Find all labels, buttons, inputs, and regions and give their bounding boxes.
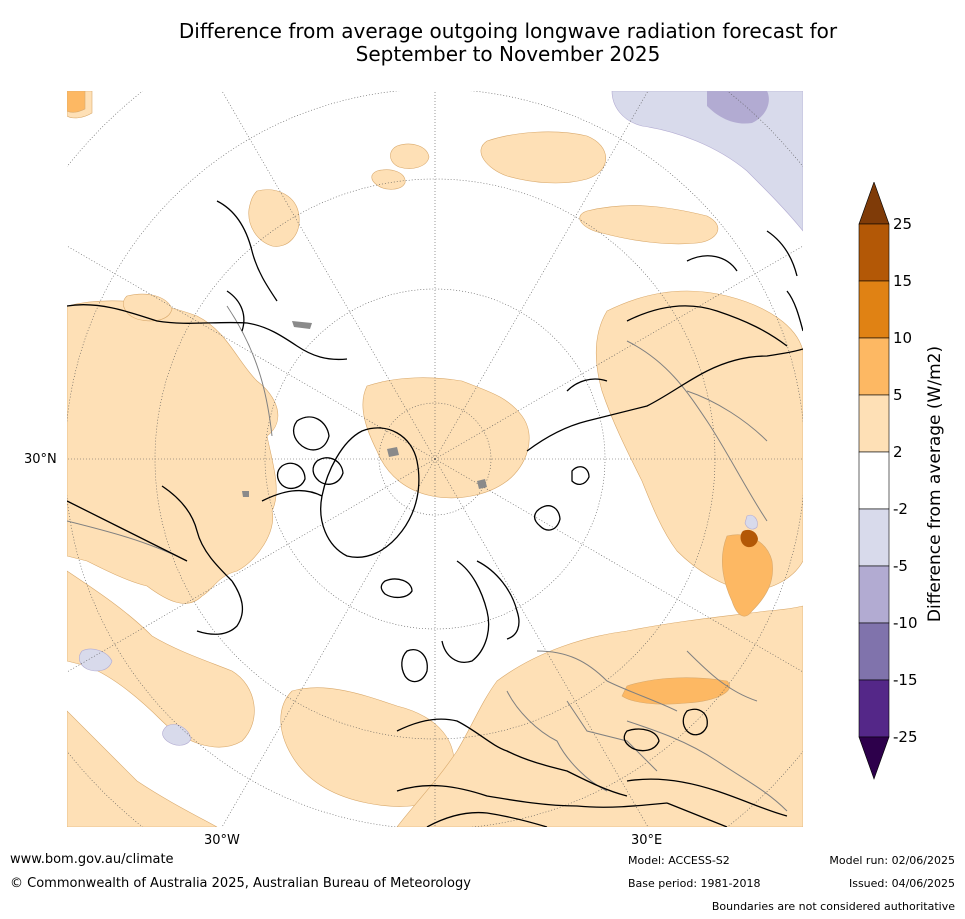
colorbar-extend-top [858, 182, 890, 225]
colorbar-band-10-15 [858, 280, 890, 339]
colorbar [858, 182, 890, 780]
footer-model-run: Model run: 02/06/2025 [829, 854, 955, 867]
colorbar-extend-bottom [858, 736, 890, 780]
colorbar-tick-m10: -10 [893, 614, 918, 632]
colorbar-tick-2: 2 [893, 443, 903, 461]
colorbar-band-2-5 [858, 394, 890, 453]
colorbar-band-m2-m5 [858, 508, 890, 567]
colorbar-tick-10: 10 [893, 329, 913, 347]
ice-fragments [242, 321, 487, 497]
anomaly-10-15-region [740, 529, 758, 548]
colorbar-tick-5: 5 [893, 386, 903, 404]
map-title: Difference from average outgoing longwav… [0, 20, 965, 66]
colorbar-tick-15: 15 [893, 272, 913, 290]
footer-copyright: © Commonwealth of Australia 2025, Austra… [10, 876, 471, 891]
anomaly-neg-5-10-region [707, 91, 769, 124]
coastlines [67, 200, 803, 827]
colorbar-tick-25: 25 [893, 215, 913, 233]
colorbar-tick-m15: -15 [893, 671, 918, 689]
colorbar-tick-m2: -2 [893, 500, 908, 518]
polar-map [67, 91, 803, 827]
colorbar-label: Difference from average (W/m2) [925, 345, 945, 623]
footer-boundaries-note: Boundaries are not considered authoritat… [711, 900, 955, 913]
anomaly-neg-2-5-regions [78, 91, 803, 746]
title-line-1: Difference from average outgoing longwav… [178, 19, 838, 43]
colorbar-band-m10-m15 [858, 622, 890, 681]
graticule [67, 91, 803, 827]
colorbar-tick-m25: -25 [893, 728, 918, 746]
footer-base-period: Base period: 1981-2018 [628, 877, 761, 890]
colorbar-band-neutral [858, 451, 890, 510]
colorbar-band-m15-m25 [858, 679, 890, 738]
anomaly-2-5-regions [67, 91, 803, 827]
anomaly-5-10-regions [67, 91, 773, 705]
lon-label-30w: 30°W [204, 833, 240, 848]
country-borders [67, 305, 788, 812]
colorbar-band-m5-m10 [858, 565, 890, 624]
lon-label-30e: 30°E [631, 833, 663, 848]
colorbar-band-15-25 [858, 223, 890, 282]
colorbar-band-5-10 [858, 337, 890, 396]
footer-url: www.bom.gov.au/climate [10, 852, 174, 867]
footer-issued: Issued: 04/06/2025 [848, 877, 955, 890]
colorbar-tick-m5: -5 [893, 557, 908, 575]
lat-label-30n: 30°N [24, 452, 57, 467]
title-line-2: September to November 2025 [355, 42, 661, 66]
footer-model: Model: ACCESS-S2 [628, 854, 730, 867]
